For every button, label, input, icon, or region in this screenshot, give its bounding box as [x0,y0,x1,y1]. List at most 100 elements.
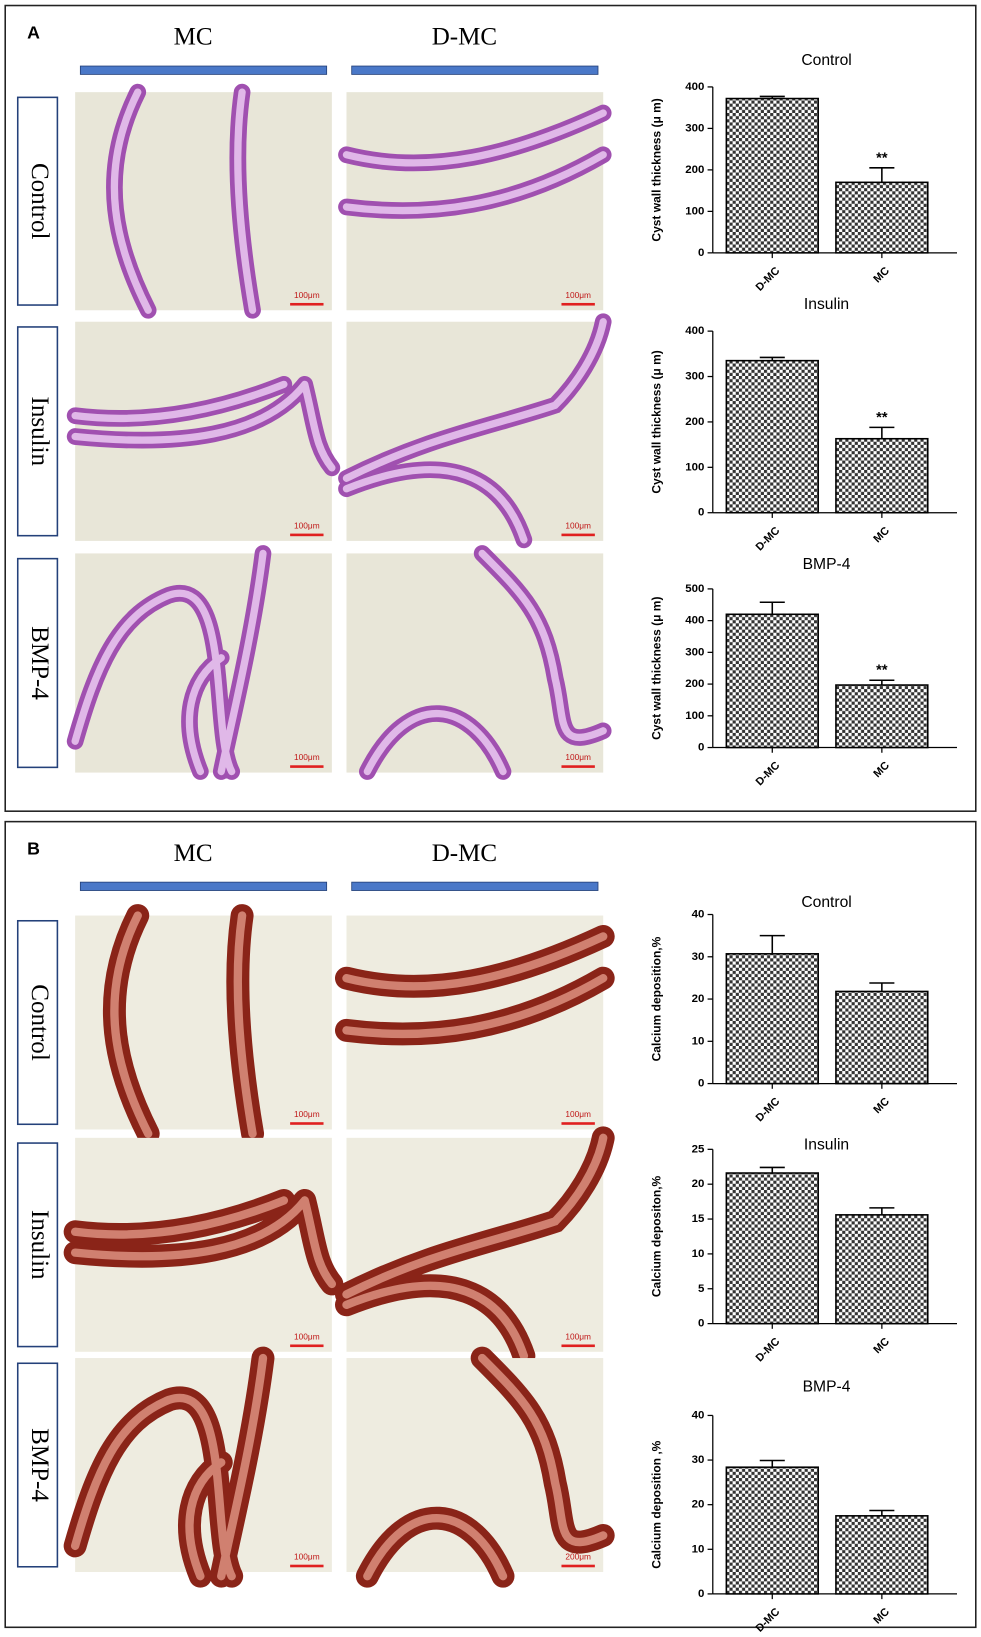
bar [725,1172,819,1325]
x-tick-label: D-MC [754,1336,783,1365]
chart-title: Insulin [804,296,849,313]
micrograph: 100μm [75,904,332,1146]
scale-bar-label: 100μm [565,520,591,530]
chart-title: BMP-4 [803,1378,851,1395]
tissue-layer [342,1133,608,1361]
y-tick-label: 400 [685,325,704,337]
x-tick-label: D-MC [754,525,783,554]
bar [835,990,929,1085]
bar [835,684,929,749]
row-label: BMP-4 [26,1428,53,1502]
micrograph: 100μm [335,1126,615,1368]
scale-bar [290,1344,324,1348]
chart-title: BMP-4 [803,556,851,573]
scale-bar-label: 100μm [565,1331,591,1341]
bar [725,359,819,514]
row-label-box [16,326,59,537]
scale-bar [561,302,595,306]
y-tick-label: 200 [685,164,704,176]
bar [835,1214,929,1325]
row-label-box [16,1362,59,1568]
chart-title: Insulin [804,1136,849,1153]
tissue-layer [110,911,257,1138]
scale-bar [561,765,595,768]
y-tick-label: 300 [685,122,704,134]
row-label: BMP-4 [26,626,53,700]
chart-title: Control [801,894,851,911]
scale-bar [290,1122,324,1125]
significance-annotation: ** [876,150,888,166]
y-tick-label: 400 [685,615,704,627]
x-tick-label: MC [871,759,892,780]
row-label: Insulin [26,397,53,467]
panel-border [4,820,977,1629]
scale-bar-label: 100μm [294,520,320,530]
scale-bar [290,1564,324,1568]
significance-annotation: ** [876,410,888,426]
y-tick-label: 5 [698,1283,705,1295]
micrograph: 200μm [346,1346,615,1588]
scale-bar [290,533,324,537]
x-tick-label: MC [871,265,892,286]
bar [835,1515,929,1595]
tissue-layer [70,1196,337,1289]
x-tick-label: D-MC [754,759,783,788]
scale-bar [561,1564,595,1568]
y-tick-label: 200 [685,416,704,428]
y-axis-label: Calcium depositon,% [650,1175,664,1297]
micrograph: 100μm [63,1346,332,1588]
micrograph: 100μm [63,1137,344,1352]
tissue-layer [342,932,608,1039]
x-tick-label: MC [871,1336,892,1357]
y-tick-label: 20 [692,993,705,1005]
micrograph: 100μm [335,915,615,1130]
y-axis-label: Cyst wall thickness (μ m) [650,597,664,740]
row-label: Insulin [26,1210,53,1280]
column-bar [351,65,599,75]
bar [725,613,819,749]
scale-bar-label: 200μm [565,1552,591,1562]
x-tick-label: MC [871,1096,892,1117]
bar [835,437,929,514]
micrograph: 100μm [66,545,332,780]
row-label-box [16,557,59,769]
scale-bar [561,533,595,537]
column-bar [79,65,328,75]
column-header: MC [174,24,213,51]
tissue-layer [71,380,336,472]
panel-label: A [27,22,40,42]
row-label: Control [26,163,53,240]
scale-bar [290,765,324,768]
y-tick-label: 0 [698,1318,704,1330]
significance-annotation: ** [876,663,888,679]
tissue-layer [71,549,267,776]
tissue-layer [70,1353,268,1581]
row-label: Control [26,984,53,1061]
scale-bar-label: 100μm [565,290,591,300]
y-tick-label: 0 [698,247,704,259]
x-tick-label: MC [871,525,892,546]
y-axis-label: Cyst wall thickness (μ m) [650,350,664,493]
y-axis-label: Calcium deposition,% [650,936,664,1061]
tissue-layer [342,318,607,544]
column-bar [351,881,599,891]
y-tick-label: 15 [692,1213,705,1225]
x-tick-label: D-MC [754,1096,783,1125]
micrograph: 100μm [75,83,332,319]
y-tick-label: 0 [698,507,704,519]
row-label-box [16,919,59,1126]
x-tick-label: MC [871,1606,892,1627]
y-axis-label: Cyst wall thickness (μ m) [650,98,664,241]
y-tick-label: 400 [685,81,704,93]
scale-bar-label: 100μm [294,290,320,300]
tissue-layer [342,109,607,215]
y-tick-label: 10 [692,1248,705,1260]
y-tick-label: 0 [698,1078,704,1090]
scale-bar [561,1344,595,1348]
row-label-box [16,1142,59,1348]
column-header: MC [174,840,213,867]
y-axis-label: Calcium deposition ,% [650,1440,664,1568]
bar [725,97,819,254]
